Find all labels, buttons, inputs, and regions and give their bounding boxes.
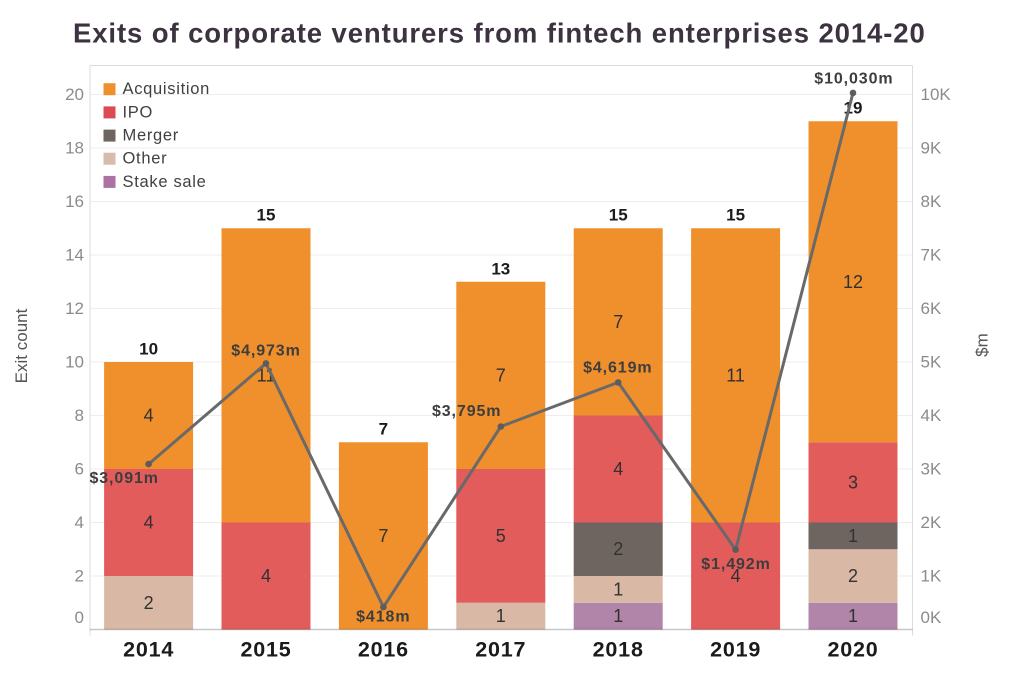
- svg-text:7: 7: [496, 365, 506, 385]
- svg-text:6K: 6K: [921, 299, 942, 318]
- svg-text:1: 1: [848, 606, 858, 626]
- svg-text:1: 1: [496, 606, 506, 626]
- svg-text:2K: 2K: [921, 513, 942, 532]
- svg-text:8: 8: [75, 406, 84, 425]
- svg-text:1: 1: [613, 579, 623, 599]
- svg-text:2018: 2018: [593, 638, 644, 662]
- svg-text:Exits of corporate venturers f: Exits of corporate venturers from fintec…: [73, 17, 926, 48]
- svg-text:20: 20: [65, 85, 84, 104]
- svg-text:4: 4: [613, 459, 623, 479]
- svg-text:2017: 2017: [475, 638, 526, 662]
- svg-text:5K: 5K: [921, 353, 942, 372]
- svg-text:9K: 9K: [921, 139, 942, 158]
- svg-text:1: 1: [848, 526, 858, 546]
- svg-text:16: 16: [65, 192, 84, 211]
- svg-text:13: 13: [491, 259, 510, 278]
- svg-text:$4,973m: $4,973m: [231, 343, 300, 360]
- svg-text:15: 15: [257, 206, 276, 225]
- svg-text:3K: 3K: [921, 460, 942, 479]
- svg-text:7: 7: [378, 526, 388, 546]
- svg-text:2015: 2015: [240, 638, 291, 662]
- svg-text:4: 4: [75, 513, 84, 532]
- svg-text:4: 4: [144, 406, 154, 426]
- svg-text:7K: 7K: [921, 246, 942, 265]
- svg-text:7: 7: [379, 420, 388, 439]
- svg-text:4: 4: [731, 566, 741, 586]
- svg-text:2019: 2019: [710, 638, 761, 662]
- svg-text:Merger: Merger: [123, 127, 179, 145]
- svg-text:12: 12: [843, 272, 863, 292]
- svg-text:11: 11: [726, 365, 745, 385]
- svg-text:10K: 10K: [921, 85, 952, 104]
- svg-text:2: 2: [613, 539, 623, 559]
- svg-text:0K: 0K: [921, 608, 942, 627]
- svg-text:Stake sale: Stake sale: [123, 173, 207, 191]
- svg-text:1K: 1K: [921, 567, 942, 586]
- svg-text:2014: 2014: [123, 638, 174, 662]
- svg-text:Exit count: Exit count: [12, 308, 31, 383]
- svg-text:6: 6: [75, 460, 84, 479]
- svg-text:15: 15: [726, 206, 745, 225]
- svg-text:7: 7: [613, 312, 623, 332]
- svg-text:0: 0: [75, 608, 84, 627]
- svg-text:15: 15: [609, 206, 628, 225]
- svg-text:$3,091m: $3,091m: [89, 470, 158, 487]
- svg-text:2: 2: [75, 567, 84, 586]
- svg-text:Other: Other: [123, 150, 168, 168]
- svg-text:14: 14: [65, 246, 84, 265]
- svg-text:10: 10: [65, 353, 84, 372]
- svg-text:5: 5: [496, 526, 506, 546]
- svg-text:IPO: IPO: [123, 103, 154, 121]
- svg-text:2016: 2016: [358, 638, 409, 662]
- svg-text:$4,619m: $4,619m: [583, 359, 652, 376]
- svg-text:$10,030m: $10,030m: [814, 70, 893, 87]
- svg-text:3: 3: [848, 472, 858, 492]
- svg-text:4: 4: [261, 566, 271, 586]
- svg-text:$3,795m: $3,795m: [432, 403, 501, 420]
- svg-text:8K: 8K: [921, 192, 942, 211]
- svg-text:2020: 2020: [827, 638, 878, 662]
- svg-text:2: 2: [848, 566, 858, 586]
- svg-text:12: 12: [65, 299, 84, 318]
- svg-text:$418m: $418m: [356, 609, 410, 626]
- svg-text:10: 10: [139, 340, 158, 359]
- svg-text:4K: 4K: [921, 406, 942, 425]
- svg-text:4: 4: [144, 513, 154, 533]
- svg-text:$m: $m: [973, 333, 992, 357]
- svg-text:18: 18: [65, 139, 84, 158]
- svg-text:Acquisition: Acquisition: [123, 80, 211, 98]
- svg-text:2: 2: [144, 593, 154, 613]
- svg-text:1: 1: [613, 606, 623, 626]
- svg-text:$1,492m: $1,492m: [701, 556, 770, 573]
